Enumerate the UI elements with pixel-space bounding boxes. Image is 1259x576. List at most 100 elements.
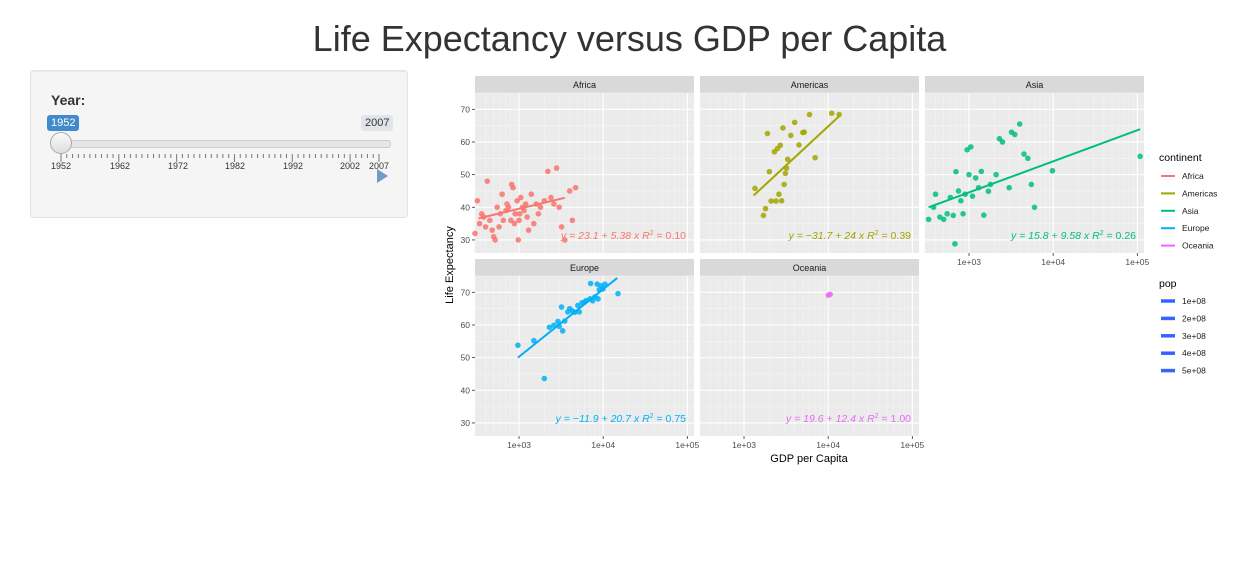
legend-label: Asia (1182, 206, 1199, 216)
data-point (524, 214, 530, 220)
y-tick-label: 70 (461, 104, 471, 114)
y-tick-label: 50 (461, 170, 471, 180)
data-point (978, 168, 985, 175)
y-tick-label: 30 (461, 235, 471, 245)
data-point (969, 193, 976, 199)
data-point (587, 280, 594, 287)
data-point (615, 290, 621, 297)
data-point (522, 201, 529, 207)
legend-label: Americas (1182, 188, 1217, 198)
y-tick-label: 70 (461, 287, 471, 297)
data-point (516, 217, 522, 224)
y-tick-label: 60 (461, 137, 471, 147)
year-slider-label: Year: (51, 92, 86, 108)
regression-line (478, 196, 566, 220)
legend-title: pop (1159, 278, 1177, 290)
play-icon[interactable] (377, 169, 388, 183)
data-point (788, 132, 794, 139)
data-point (781, 181, 787, 188)
data-point (548, 194, 554, 201)
data-point (1021, 151, 1027, 157)
data-point (515, 237, 522, 243)
data-point (782, 170, 789, 177)
facet-strip-label: Africa (573, 80, 596, 90)
slider-grid-ticks (60, 154, 380, 162)
data-point (999, 139, 1006, 145)
data-point (944, 211, 950, 217)
y-tick-label: 50 (461, 353, 471, 363)
data-point (806, 111, 813, 118)
slider-grid-label: 1982 (224, 161, 246, 171)
facet-strip (700, 259, 919, 276)
legend-label: 5e+08 (1182, 366, 1206, 376)
data-point (801, 129, 808, 135)
year-slider-handle[interactable] (50, 132, 72, 154)
data-point (780, 125, 786, 131)
data-point (940, 216, 947, 223)
data-point (516, 211, 523, 217)
data-point (760, 212, 767, 219)
data-point (474, 197, 481, 204)
data-point (525, 227, 532, 233)
data-point (500, 217, 507, 224)
data-point (1016, 121, 1023, 127)
data-point (958, 197, 964, 204)
slider-min-value: 1952 (47, 115, 80, 131)
data-point (514, 197, 520, 204)
data-point (515, 342, 521, 349)
x-tick-label: 1e+03 (507, 440, 531, 450)
y-tick-label: 40 (461, 385, 471, 395)
facet-strip (475, 259, 694, 276)
slider-grid-label: 1992 (282, 161, 304, 171)
data-point (482, 224, 489, 230)
facet-strip-label: Oceania (793, 263, 827, 273)
data-point (985, 188, 992, 195)
data-point (572, 184, 579, 191)
page-title: Life Expectancy versus GDP per Capita (312, 18, 947, 59)
data-point (950, 212, 957, 219)
regression-equation: y = 15.8 + 9.58 x R2 = 0.26 (1010, 230, 1136, 242)
legend-label: Europe (1182, 223, 1210, 233)
data-point (546, 324, 553, 331)
y-tick-label: 40 (461, 202, 471, 212)
data-point (981, 212, 987, 218)
x-tick-label: 1e+04 (816, 440, 840, 450)
x-axis-title: GDP per Capita (770, 453, 848, 465)
slider-grid-label: 1962 (109, 161, 131, 171)
data-point (764, 130, 771, 137)
data-point (545, 168, 551, 175)
data-point (777, 142, 784, 149)
data-point (836, 111, 842, 118)
data-point (472, 230, 478, 237)
data-point (496, 224, 502, 230)
data-point (510, 184, 516, 191)
data-point (494, 204, 500, 211)
x-tick-label: 1e+04 (591, 440, 615, 450)
legend-label: 4e+08 (1182, 348, 1206, 358)
regression-equation: y = −31.7 + 24 x R2 = 0.39 (788, 230, 912, 242)
data-point (1025, 155, 1031, 162)
data-point (752, 185, 758, 192)
data-point (489, 227, 495, 233)
x-tick-label: 1e+05 (675, 440, 699, 450)
regression-equation: y = 23.1 + 5.38 x R2 = 0.10 (560, 230, 686, 242)
data-point (505, 204, 512, 211)
x-tick-label: 1e+03 (957, 257, 981, 267)
data-point (1049, 167, 1056, 174)
data-point (521, 207, 527, 214)
year-slider-track[interactable] (61, 140, 391, 148)
x-tick-label: 1e+05 (900, 440, 924, 450)
data-point (768, 198, 774, 204)
facet-strip (475, 76, 694, 93)
y-tick-label: 60 (461, 320, 471, 330)
x-tick-label: 1e+03 (732, 440, 756, 450)
data-point (796, 142, 802, 148)
legend-label: 3e+08 (1182, 331, 1206, 341)
facet-strip (700, 76, 919, 93)
data-point (952, 241, 958, 247)
slider-grid-label: 1972 (167, 161, 189, 171)
facet-strip-label: Americas (791, 80, 829, 90)
data-point (773, 198, 779, 204)
data-point (778, 197, 785, 204)
data-point (487, 217, 493, 224)
